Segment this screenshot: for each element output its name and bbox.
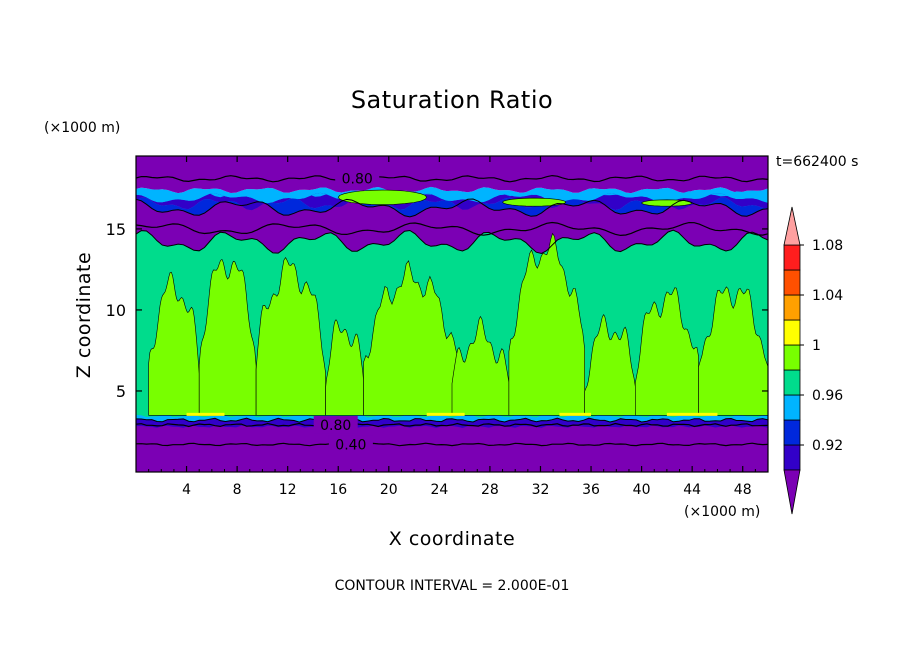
colorbar-swatch <box>783 419 801 446</box>
x-tick-label: 36 <box>582 482 600 498</box>
colorbar-label: 1.08 <box>812 238 843 254</box>
time-label: t=662400 s <box>776 154 859 170</box>
contour-080-lower <box>135 422 769 428</box>
x-tick-label: 4 <box>182 482 191 498</box>
supersaturation-streak <box>559 412 592 416</box>
x-tick-label: 40 <box>633 482 651 498</box>
x-tick-label: 44 <box>683 482 701 498</box>
colorbar-swatch <box>783 244 801 271</box>
colorbar-swatch <box>783 319 801 346</box>
x-tick-label: 48 <box>734 482 752 498</box>
moist-region <box>584 313 636 416</box>
colorbar-lower-extend <box>783 469 801 515</box>
x-tick-label: 20 <box>380 482 398 498</box>
contour-label-bg <box>328 435 373 453</box>
contour-040 <box>135 442 769 447</box>
x-tick-label: 8 <box>233 482 242 498</box>
colorbar-label: 1 <box>812 338 821 354</box>
colorbar-swatch <box>783 269 801 296</box>
moist-region <box>508 232 586 416</box>
moist-region <box>148 271 200 416</box>
y-axis-unit: (×1000 m) <box>44 120 121 136</box>
moist-region <box>255 257 326 416</box>
colorbar-upper-extend <box>783 206 801 246</box>
contour-lines <box>135 174 769 447</box>
x-tick-label: 16 <box>329 482 347 498</box>
moist-region <box>198 258 257 416</box>
contour-080-band <box>135 221 769 237</box>
colorbar-swatch <box>783 344 801 371</box>
x-tick-label: 28 <box>481 482 499 498</box>
moist-region <box>451 315 510 416</box>
supersaturation-streak <box>666 412 718 416</box>
x-tick-label: 32 <box>532 482 550 498</box>
layer-upper-cyan <box>136 191 768 204</box>
colorbar-label: 1.04 <box>812 288 843 304</box>
y-tick-label: 15 <box>106 220 126 239</box>
contour-interval-label: CONTOUR INTERVAL = 2.000E-01 <box>334 578 570 594</box>
supersaturation-streak <box>426 412 465 416</box>
x-axis-label: X coordinate <box>388 528 516 550</box>
layer-upper-blue <box>136 197 768 217</box>
layer-upper-darkblue <box>136 192 768 211</box>
x-axis-unit: (×1000 m) <box>684 504 761 520</box>
chart-title: Saturation Ratio <box>350 86 554 114</box>
colorbar-swatch <box>783 444 801 471</box>
contour-label: 0.80 <box>320 418 351 434</box>
colorbar-swatch <box>783 394 801 421</box>
colorbar-label: 0.92 <box>812 438 843 454</box>
contour-label-bg <box>335 169 380 187</box>
contour-labels: 0.80 0.80 0.40 <box>313 169 380 453</box>
x-tick-label: 24 <box>430 482 448 498</box>
moist-region <box>363 260 459 416</box>
contour-dry-upper <box>135 198 769 218</box>
contour-label-bg <box>313 416 358 434</box>
contour-base <box>135 417 769 423</box>
moist-region <box>325 319 364 416</box>
x-tick-label: 12 <box>279 482 297 498</box>
supersaturation-streak <box>186 412 225 416</box>
contour-dry-lower <box>135 229 769 255</box>
moist-region <box>634 287 699 416</box>
moist-patch <box>502 197 567 207</box>
colorbar: 0.92 0.96 1 1.04 1.08 <box>783 206 843 515</box>
contour-label: 0.40 <box>335 437 366 453</box>
contour-080-upper <box>135 174 769 183</box>
layer-upper-dry <box>136 156 768 194</box>
colorbar-swatch <box>783 369 801 396</box>
moist-region <box>698 286 769 416</box>
colorbar-label: 0.96 <box>812 388 843 404</box>
y-tick-label: 5 <box>116 382 126 401</box>
contour-label: 0.80 <box>342 172 373 188</box>
y-axis-label: Z coordinate <box>73 251 95 379</box>
contour-field <box>136 156 769 472</box>
moist-patch <box>337 189 428 205</box>
y-tick-label: 10 <box>106 301 126 320</box>
colorbar-swatch <box>783 294 801 321</box>
